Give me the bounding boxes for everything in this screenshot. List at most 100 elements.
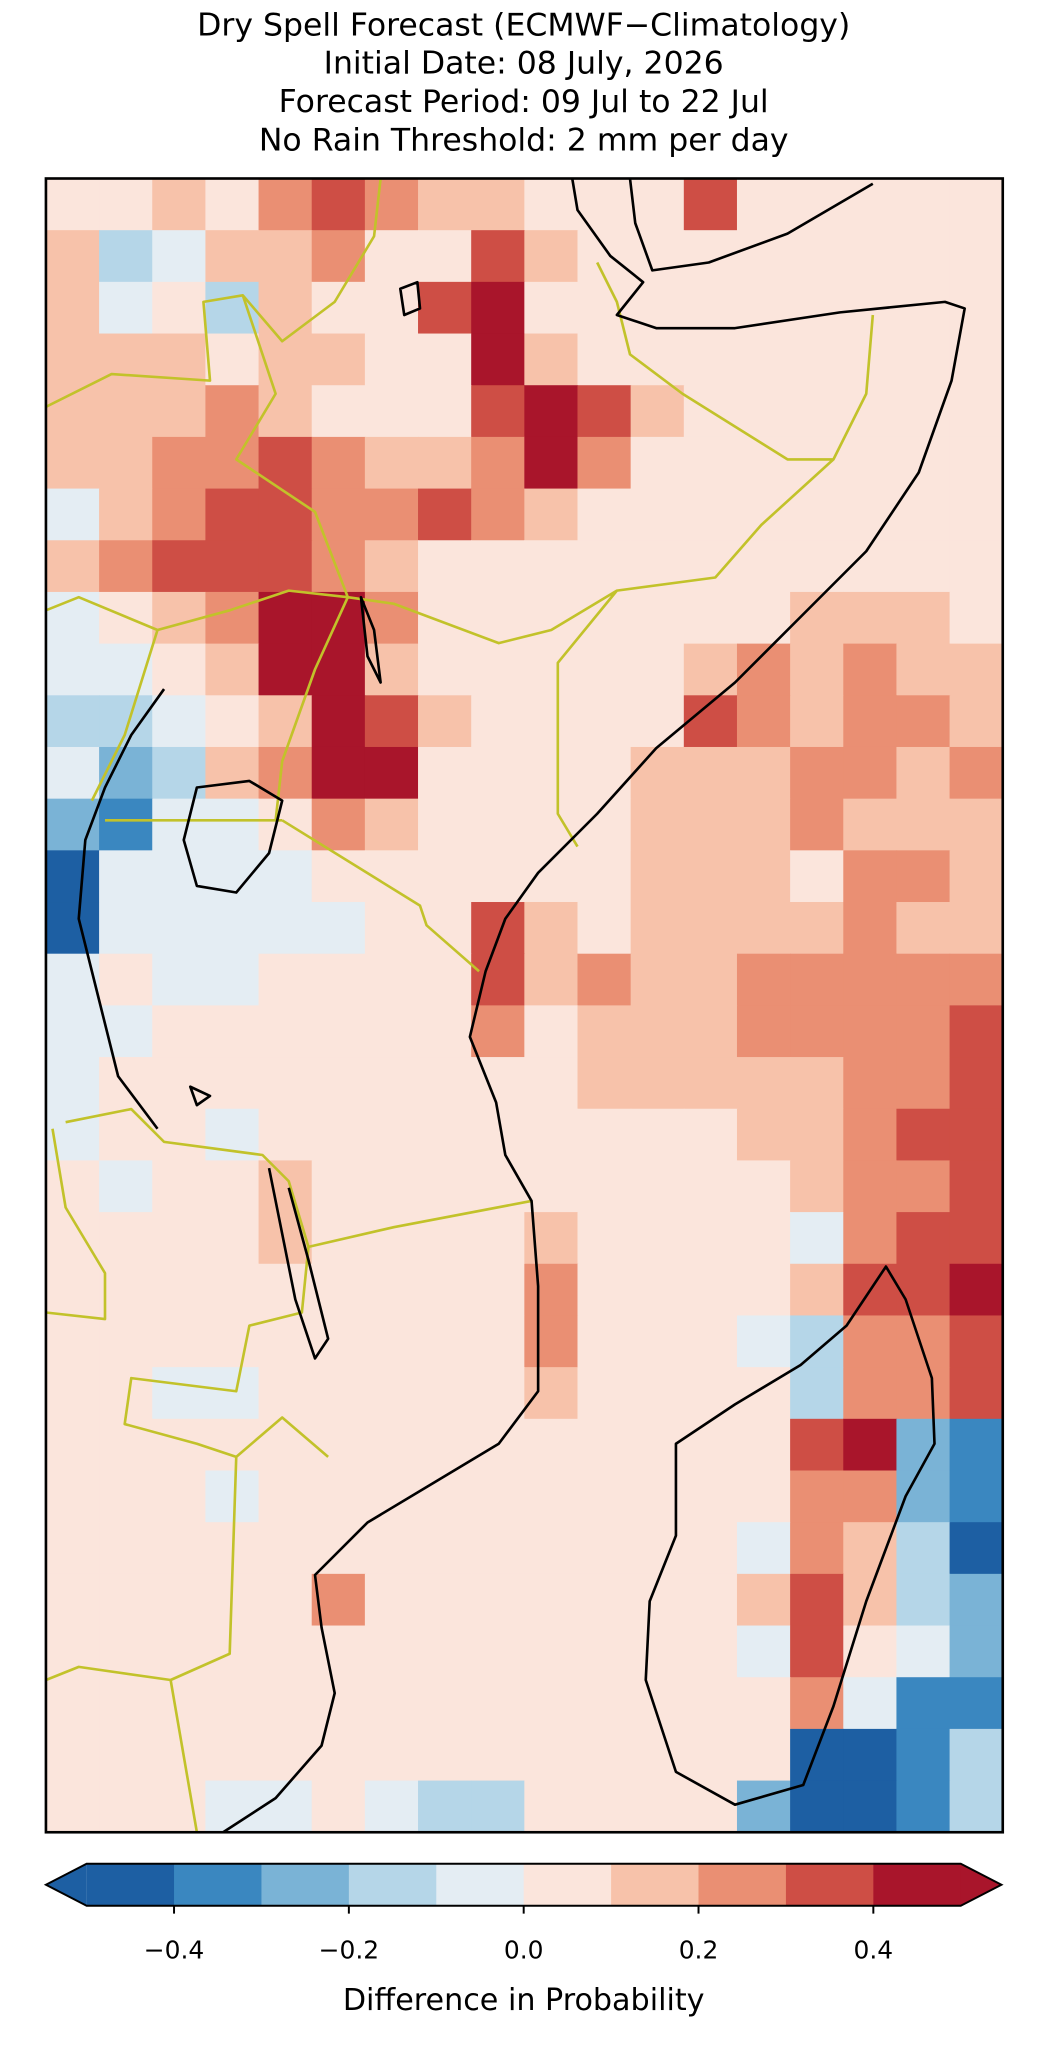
- grid-cell: [736, 798, 791, 851]
- grid-cell: [630, 1625, 685, 1678]
- grid-cell: [577, 540, 632, 593]
- grid-cell: [471, 798, 525, 851]
- grid-cell: [471, 488, 525, 541]
- grid-cell: [311, 1470, 366, 1523]
- grid-cell: [205, 746, 260, 800]
- grid-cell: [258, 436, 313, 490]
- grid-cell: [205, 953, 260, 1007]
- grid-cell: [630, 1367, 685, 1420]
- grid-cell: [364, 1522, 419, 1575]
- grid-cell: [577, 230, 632, 283]
- grid-cell: [736, 1728, 791, 1782]
- grid-cell: [152, 1677, 207, 1730]
- grid-cell: [471, 540, 525, 593]
- grid-cell: [524, 1625, 579, 1678]
- grid-cell: [99, 1625, 153, 1678]
- grid-cell: [577, 643, 632, 696]
- grid-cell: [471, 850, 525, 903]
- colorbar-box: [436, 1863, 525, 1906]
- grid-cell: [949, 488, 1003, 541]
- grid-cell: [152, 281, 207, 335]
- grid-cell: [311, 1522, 366, 1575]
- grid-cell: [630, 1212, 685, 1265]
- grid-cell: [45, 1522, 100, 1575]
- grid-cell: [896, 591, 951, 645]
- grid-cell: [949, 746, 1003, 800]
- grid-cell: [790, 1625, 844, 1678]
- grid-cell: [790, 1315, 844, 1368]
- grid-cell: [152, 798, 207, 851]
- grid-cell: [471, 1780, 525, 1833]
- grid-cell: [311, 281, 366, 335]
- grid-cell: [790, 1573, 844, 1627]
- grid-cell: [418, 1728, 472, 1782]
- grid-cell: [45, 1573, 100, 1627]
- grid-cell: [843, 178, 898, 231]
- grid-cell: [418, 643, 472, 696]
- grid-cell: [843, 1057, 898, 1110]
- grid-cell: [577, 333, 632, 386]
- grid-cell: [45, 643, 100, 696]
- grid-cell: [736, 1470, 791, 1523]
- grid-cell: [577, 1212, 632, 1265]
- colorbar-label: Difference in Probability: [343, 1983, 705, 2018]
- grid-cell: [736, 230, 791, 283]
- grid-cell: [524, 1315, 579, 1368]
- grid-cell: [471, 1263, 525, 1317]
- grid-cell: [949, 1418, 1003, 1472]
- grid-cell: [471, 1728, 525, 1782]
- grid-cell: [471, 902, 525, 955]
- grid-cell: [45, 1160, 100, 1213]
- grid-cell: [577, 488, 632, 541]
- grid-cell: [843, 1625, 898, 1678]
- grid-cell: [843, 385, 898, 438]
- colorbar-tick-label: 0.0: [504, 1936, 544, 1965]
- grid-cell: [630, 436, 685, 490]
- grid-cell: [790, 436, 844, 490]
- grid-cell: [949, 850, 1003, 903]
- grid-cell: [99, 436, 153, 490]
- grid-cell: [364, 1108, 419, 1162]
- grid-cell: [471, 230, 525, 283]
- grid-cell: [896, 850, 951, 903]
- grid-cell: [790, 1367, 844, 1420]
- grid-cell: [949, 1212, 1003, 1265]
- grid-cell: [152, 1522, 207, 1575]
- grid-cell: [258, 1057, 313, 1110]
- grid-cell: [630, 695, 685, 748]
- grid-cell: [896, 953, 951, 1007]
- grid-cell: [683, 1677, 738, 1730]
- grid-cell: [630, 1780, 685, 1833]
- grid-cell: [471, 1625, 525, 1678]
- grid-cell: [577, 850, 632, 903]
- grid-cell: [896, 1573, 951, 1627]
- grid-cell: [471, 643, 525, 696]
- grid-cell: [683, 591, 738, 645]
- grid-cell: [364, 333, 419, 386]
- grid-cell: [99, 798, 153, 851]
- grid-cell: [418, 1315, 472, 1368]
- grid-cell: [45, 1057, 100, 1110]
- grid-cell: [896, 643, 951, 696]
- grid-cell: [364, 1367, 419, 1420]
- grid-cell: [152, 1263, 207, 1317]
- grid-cell: [471, 1212, 525, 1265]
- grid-cell: [683, 1728, 738, 1782]
- grid-cell: [843, 591, 898, 645]
- grid-cell: [524, 333, 579, 386]
- grid-cell: [577, 1573, 632, 1627]
- grid-cell: [843, 1728, 898, 1782]
- grid-cell: [99, 1522, 153, 1575]
- grid-cell: [843, 643, 898, 696]
- grid-cell: [99, 1160, 153, 1213]
- grid-cell: [843, 1160, 898, 1213]
- grid-cell: [790, 230, 844, 283]
- grid-cell: [364, 1263, 419, 1317]
- grid-cell: [418, 230, 472, 283]
- grid-cell: [99, 1728, 153, 1782]
- grid-cell: [364, 540, 419, 593]
- grid-cell: [99, 281, 153, 335]
- grid-cell: [577, 1263, 632, 1317]
- grid-cell: [364, 902, 419, 955]
- grid-cell: [418, 281, 472, 335]
